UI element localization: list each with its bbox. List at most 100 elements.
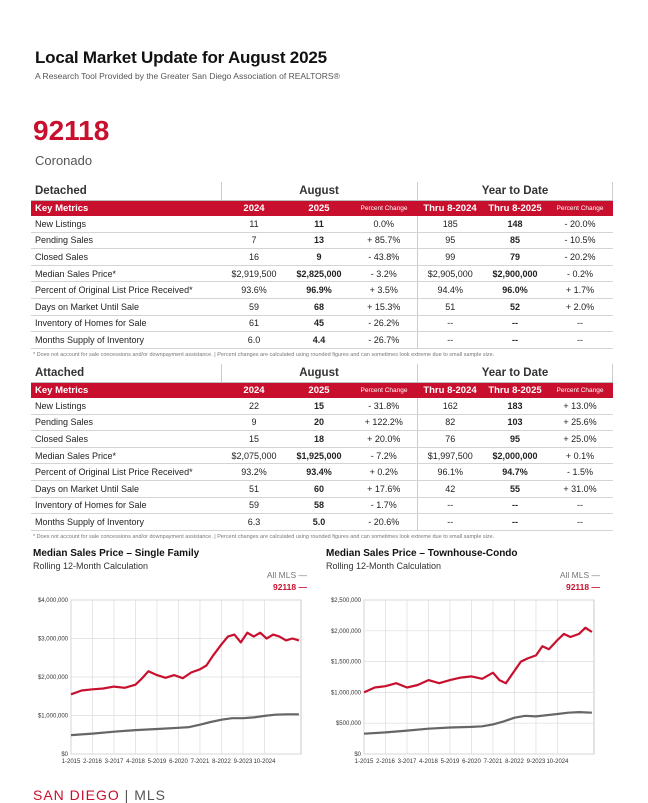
metric-name: Pending Sales [31, 414, 221, 432]
col-key-metrics: Key Metrics [31, 383, 221, 398]
month-2025-value: 96.9% [287, 281, 351, 299]
ytd-2024-value: 51 [416, 298, 483, 316]
metric-name: Median Sales Price* [31, 265, 221, 283]
metric-name: Percent of Original List Price Received* [31, 463, 221, 481]
ytd-2024-value: 96.1% [416, 463, 483, 481]
col-thru-2025: Thru 8-2025 [483, 383, 547, 398]
key-metrics-row: Key Metrics 2024 2025 Percent Change Thr… [31, 383, 613, 398]
ytd-percent-change: + 1.7% [547, 281, 613, 299]
table-row: Months Supply of Inventory 6.3 5.0- 20.6% -… [31, 513, 613, 531]
chart-single-family: Median Sales Price – Single Family Rolli… [33, 548, 323, 765]
y-tick-label: $0 [354, 752, 361, 758]
ytd-2025-value: $2,000,000 [483, 447, 547, 465]
ytd-2024-value: -- [416, 315, 483, 333]
ytd-percent-change: -- [547, 497, 613, 515]
detached-section: Detached August Year to Date Key Metrics… [31, 182, 613, 358]
ytd-2024-value: -- [416, 513, 483, 531]
month-2024-value: 59 [221, 497, 287, 515]
ytd-2024-value: 162 [416, 398, 483, 415]
metric-name: Closed Sales [31, 248, 221, 266]
month-2025-value: 4.4 [287, 331, 351, 349]
footnote: * Does not account for sale concessions … [33, 533, 495, 540]
metric-name: New Listings [31, 398, 221, 415]
col-2024: 2024 [221, 383, 287, 398]
x-tick-label: 6-2020 [462, 759, 481, 765]
ytd-percent-change: + 0.1% [547, 447, 613, 465]
ytd-2025-value: -- [483, 513, 547, 531]
table-row: Days on Market Until Sale 51 60 + 17.6% 42 55… [31, 480, 613, 498]
ytd-2025-value: 95 [483, 430, 547, 448]
month-2025-value: 58 [287, 497, 351, 515]
metric-name: Closed Sales [31, 430, 221, 448]
legend-zip: 92118 — [565, 582, 600, 592]
metric-name: Days on Market Until Sale [31, 480, 221, 498]
x-tick-label: 5-2019 [148, 759, 167, 765]
month-group-label: August [299, 185, 339, 197]
ytd-percent-change: -- [547, 513, 613, 531]
table-row: Inventory of Homes for Sale 59 58- 1.7% -- -… [31, 497, 613, 515]
month-percent-change: - 3.2% [351, 265, 417, 283]
table-row: Closed Sales 16 9- 43.8% 99 79- 20.2% [31, 248, 613, 266]
x-tick-label: 7-2021 [191, 759, 210, 765]
month-2024-value: 6.3 [221, 513, 287, 531]
footnote: * Does not account for sale concessions … [33, 351, 495, 358]
ytd-percent-change: + 25.6% [547, 414, 613, 432]
month-percent-change: - 26.2% [351, 315, 417, 333]
col-percent-change-ytd: Percent Change [547, 201, 613, 216]
metric-name: Pending Sales [31, 232, 221, 250]
chart-title: Median Sales Price – Townhouse-Condo [326, 548, 518, 559]
metric-name: Months Supply of Inventory [31, 331, 221, 349]
ytd-2024-value: -- [416, 331, 483, 349]
col-key-metrics: Key Metrics [31, 201, 221, 216]
table-row: Days on Market Until Sale 59 68 + 15.3% 51 52… [31, 298, 613, 316]
y-tick-label: $2,000,000 [331, 629, 362, 635]
x-tick-label: 1-2015 [62, 759, 81, 765]
table-row: Percent of Original List Price Received*… [31, 463, 613, 481]
table-row: Median Sales Price* $2,919,500 $2,825,000-… [31, 265, 613, 283]
y-tick-label: $1,500,000 [331, 660, 362, 666]
sdmls-logo: SAN DIEGO | MLS [33, 787, 167, 803]
series-line-zip [363, 626, 593, 694]
metrics-table: Key Metrics 2024 2025 Percent Change Thr… [31, 201, 613, 349]
area-name: Coronado [35, 153, 93, 168]
ytd-group-label: Year to Date [481, 367, 549, 379]
month-2025-value: 68 [287, 298, 351, 316]
x-tick-label: 2-2016 [83, 759, 102, 765]
metric-name: Median Sales Price* [31, 447, 221, 465]
ytd-2024-value: 42 [416, 480, 483, 498]
x-tick-label: 9-2023 [527, 759, 546, 765]
col-2025: 2025 [287, 383, 351, 398]
metric-name: Months Supply of Inventory [31, 513, 221, 531]
ytd-2025-value: -- [483, 497, 547, 515]
ytd-percent-change: + 31.0% [547, 480, 613, 498]
metric-name: New Listings [31, 216, 221, 233]
col-thru-2024: Thru 8-2024 [417, 383, 483, 398]
x-tick-label: 7-2021 [484, 759, 503, 765]
report-subtitle: A Research Tool Provided by the Greater … [35, 71, 340, 81]
month-2024-value: 93.2% [221, 463, 287, 481]
ytd-group-label: Year to Date [481, 185, 549, 197]
month-2024-value: 61 [221, 315, 287, 333]
metrics-table: Key Metrics 2024 2025 Percent Change Thr… [31, 383, 613, 531]
table-row: Months Supply of Inventory 6.0 4.4- 26.7% -… [31, 331, 613, 349]
legend-zip: 92118 — [272, 582, 307, 592]
ytd-2025-value: 79 [483, 248, 547, 266]
ytd-2024-value: 76 [416, 430, 483, 448]
month-2025-value: 45 [287, 315, 351, 333]
ytd-2024-value: -- [416, 497, 483, 515]
line-chart: $0 $1,000,000 $2,000,000 $3,000,000 $4,000,0… [38, 598, 302, 765]
ytd-percent-change: - 1.5% [547, 463, 613, 481]
col-thru-2024: Thru 8-2024 [417, 201, 483, 216]
metric-name: Inventory of Homes for Sale [31, 497, 221, 515]
ytd-percent-change: - 20.2% [547, 248, 613, 266]
y-tick-label: $4,000,000 [38, 598, 69, 604]
month-2025-value: 15 [287, 398, 351, 415]
month-2025-value: 5.0 [287, 513, 351, 531]
month-percent-change: - 26.7% [351, 331, 417, 349]
chart-subtitle: Rolling 12-Month Calculation [33, 561, 149, 571]
month-percent-change: + 122.2% [351, 414, 417, 432]
ytd-2024-value: 94.4% [416, 281, 483, 299]
ytd-percent-change: -- [547, 315, 613, 333]
month-2024-value: 59 [221, 298, 287, 316]
month-percent-change: - 20.6% [351, 513, 417, 531]
